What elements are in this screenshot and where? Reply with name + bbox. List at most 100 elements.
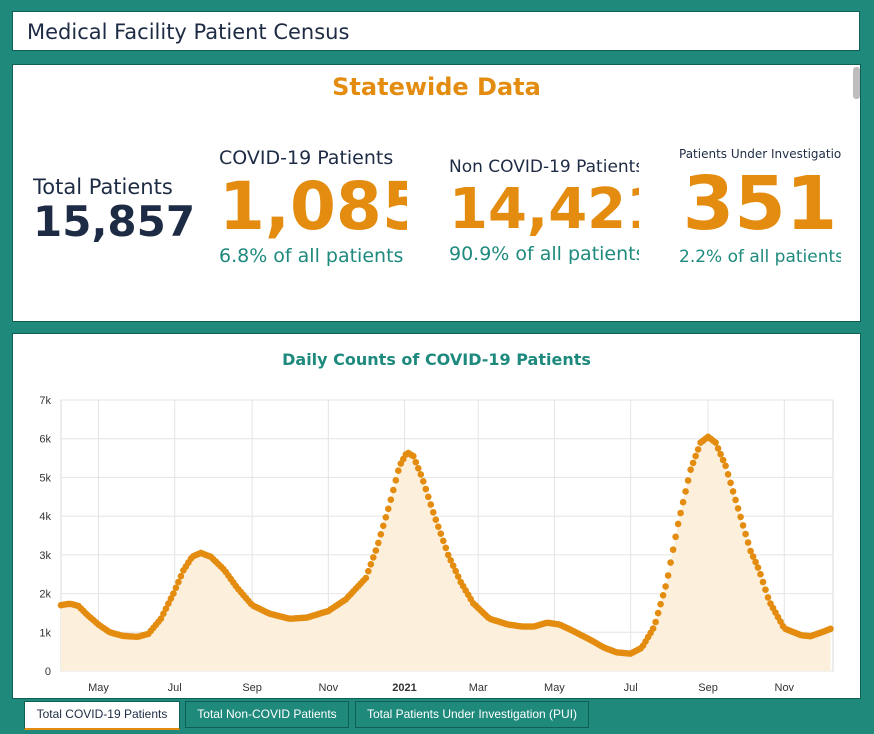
data-point <box>442 544 450 552</box>
data-point <box>387 496 395 503</box>
data-point <box>734 505 742 512</box>
data-point <box>165 600 172 607</box>
data-point <box>162 605 170 612</box>
data-point <box>170 590 177 597</box>
data-point <box>727 479 734 487</box>
chart-title: Daily Counts of COVID-19 Patients <box>282 350 591 369</box>
data-point <box>754 564 762 571</box>
data-point <box>452 567 460 575</box>
stats-header: Statewide Data <box>332 73 541 101</box>
covid-patients-stat: COVID-19 Patients 1,085 6.8% of all pati… <box>219 147 407 267</box>
data-point <box>177 572 185 580</box>
x-tick-label: Mar <box>469 682 488 694</box>
tab-total-pui[interactable]: Total Patients Under Investigation (PUI) <box>355 701 589 728</box>
data-point <box>722 462 729 470</box>
covid-patients-pct: 6.8% of all patients <box>219 245 404 267</box>
data-point <box>395 467 402 474</box>
data-point <box>167 595 175 602</box>
data-point <box>370 554 377 561</box>
x-tick-label: May <box>544 682 565 694</box>
data-point <box>422 485 430 493</box>
covid-patients-value: 1,085 <box>219 168 407 245</box>
data-point <box>712 439 719 446</box>
x-tick-label: Sep <box>242 682 262 694</box>
scrollbar-thumb[interactable] <box>853 67 860 99</box>
data-point <box>669 546 677 553</box>
tab-total-non-covid[interactable]: Total Non-COVID Patients <box>185 701 349 728</box>
data-point <box>362 574 370 582</box>
data-point <box>749 553 757 560</box>
data-point <box>692 452 699 460</box>
data-point <box>677 509 684 517</box>
y-tick-label: 1k <box>39 627 51 639</box>
data-point <box>449 562 457 569</box>
y-tick-label: 2k <box>39 589 51 601</box>
data-point <box>744 539 752 546</box>
data-point <box>365 567 372 575</box>
tab-total-covid[interactable]: Total COVID-19 Patients <box>24 701 180 730</box>
data-point <box>430 509 437 516</box>
data-point <box>732 496 739 504</box>
data-point <box>649 625 657 632</box>
data-point <box>367 561 375 568</box>
data-point <box>682 488 689 495</box>
total-patients-stat: Total Patients 15,857 <box>33 175 203 245</box>
data-point <box>739 522 747 529</box>
data-point <box>417 471 425 478</box>
noncovid-patients-label: Non COVID-19 Patients <box>449 157 639 177</box>
data-point <box>752 558 759 566</box>
y-tick-label: 6k <box>39 434 51 446</box>
data-point <box>420 478 427 485</box>
page-title: Medical Facility Patient Census <box>27 20 350 44</box>
data-point <box>412 458 420 466</box>
x-tick-label: 2021 <box>392 682 416 694</box>
data-point <box>672 533 679 541</box>
data-point <box>652 618 659 626</box>
data-point <box>764 594 772 601</box>
data-point <box>714 445 722 452</box>
covid-patients-label: COVID-19 Patients <box>219 147 394 169</box>
data-point <box>654 609 662 617</box>
data-point <box>729 488 737 495</box>
data-point <box>667 559 674 566</box>
data-point <box>757 570 764 578</box>
pui-patients-label: Patients Under Investigation <box>679 147 841 161</box>
data-point <box>440 537 447 545</box>
data-point <box>427 501 435 508</box>
data-point <box>175 578 182 586</box>
data-point <box>674 520 682 528</box>
data-point <box>724 471 732 478</box>
x-tick-label: Nov <box>775 682 795 694</box>
y-tick-label: 5k <box>39 472 51 484</box>
data-point <box>689 459 697 467</box>
y-tick-label: 3k <box>39 550 51 562</box>
data-point <box>415 465 422 472</box>
statewide-stats-card: Statewide Data Total Patients 15,857 COV… <box>12 64 861 322</box>
total-patients-label: Total Patients <box>33 175 173 199</box>
data-point <box>172 584 180 592</box>
data-point <box>432 516 440 523</box>
x-tick-label: Jul <box>624 682 638 694</box>
noncovid-patients-value: 14,421 <box>449 177 639 242</box>
covid-daily-chart: 0 1k 2k 3k 4k 5k 6k 7k May Jul Sep Nov 2021 Mar May Ju… <box>39 395 834 694</box>
title-bar: Medical Facility Patient Census <box>12 11 860 51</box>
data-point <box>435 523 442 530</box>
data-point <box>664 572 672 579</box>
data-point <box>759 578 767 586</box>
data-point <box>762 586 769 593</box>
data-point <box>380 522 387 530</box>
data-point <box>157 615 165 622</box>
y-tick-label: 0 <box>45 666 51 678</box>
data-point <box>657 600 664 608</box>
data-point <box>662 583 669 590</box>
data-point <box>385 505 392 513</box>
y-tick-label: 4k <box>39 511 51 523</box>
data-point <box>372 547 380 554</box>
x-tick-label: Sep <box>698 682 718 694</box>
data-point <box>827 625 834 633</box>
data-point <box>382 514 390 521</box>
data-point <box>687 466 694 473</box>
noncovid-patients-pct: 90.9% of all patients <box>449 243 639 265</box>
data-point <box>375 539 382 547</box>
data-point <box>437 530 445 537</box>
